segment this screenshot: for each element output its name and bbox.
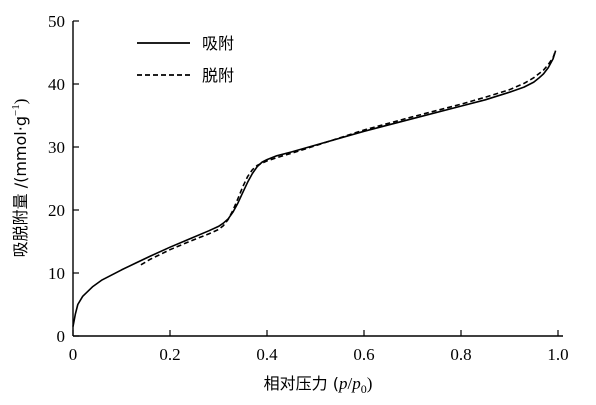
- x-tick-label: 0: [69, 345, 78, 364]
- x-tick-label: 0.2: [159, 345, 180, 364]
- y-tick-label: 20: [48, 201, 65, 220]
- y-tick-label: 0: [57, 327, 66, 346]
- y-tick-label: 40: [48, 75, 65, 94]
- x-tick-label: 0.6: [353, 345, 374, 364]
- x-tick-label: 0.4: [256, 345, 278, 364]
- series-group: [72, 50, 557, 327]
- y-axis-label: 吸脱附量 /(mmol·g−1): [10, 99, 30, 258]
- legend: 吸附 脱附: [137, 34, 234, 85]
- series-line-adsorption: [72, 50, 557, 327]
- y-tick-label: 10: [48, 264, 65, 283]
- x-tick-label: 0.8: [450, 345, 471, 364]
- series-line-desorption: [140, 50, 557, 266]
- legend-label-desorption: 脱附: [202, 66, 234, 85]
- legend-label-adsorption: 吸附: [202, 34, 234, 53]
- y-tick-label: 30: [48, 138, 65, 157]
- axis-ticks: 0 10 20 30 40 50 0 0.2 0.4 0.6 0.8 1.0: [48, 12, 569, 364]
- x-tick-label: 1.0: [547, 345, 568, 364]
- x-axis-label: 相对压力 (p/p0): [264, 374, 373, 396]
- y-tick-label: 50: [48, 12, 65, 31]
